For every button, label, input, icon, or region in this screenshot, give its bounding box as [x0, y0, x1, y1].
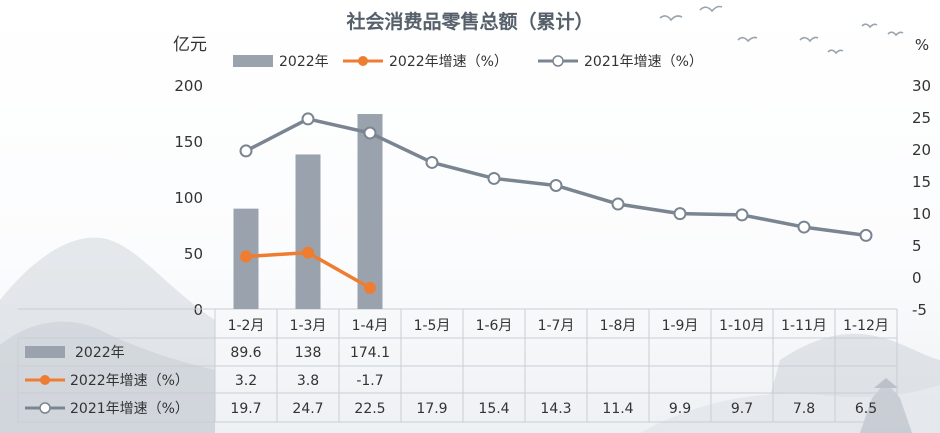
right-axis-tick-label: 20 — [912, 141, 931, 159]
table-row-header: 2022年 — [75, 345, 125, 361]
growth-2021-point — [239, 144, 253, 158]
left-axis-tick-label: 50 — [184, 245, 203, 263]
bar-2022 — [295, 154, 321, 309]
table-cell-value: 15.4 — [478, 401, 509, 417]
right-axis-tick-label: 10 — [912, 205, 931, 223]
table-cell-value: 9.7 — [731, 401, 753, 417]
legend-label-growth-2021: 2021年增速（%） — [584, 54, 703, 70]
legend-label-bar-2022: 2022年 — [279, 54, 329, 70]
x-category-label: 1-5月 — [414, 318, 451, 334]
table-cell-value: 17.9 — [416, 401, 447, 417]
x-category-label: 1-6月 — [476, 318, 513, 334]
table-key-marker-2021 — [39, 402, 51, 414]
legend-marker-growth-2022 — [358, 56, 368, 66]
growth-2022-point — [364, 281, 376, 294]
bird-decoration — [659, 5, 904, 55]
growth-2021-point — [549, 178, 563, 192]
x-category-label: 1-3月 — [290, 318, 327, 334]
table-cell-value: 22.5 — [354, 401, 385, 417]
right-axis-tick-label: 5 — [912, 237, 922, 255]
left-axis-tick-label: 0 — [193, 301, 203, 319]
table-cell-value: 6.5 — [855, 401, 877, 417]
table-cell-value: 9.9 — [669, 401, 691, 417]
x-category-label: 1-8月 — [600, 318, 637, 334]
table-cell-value: 24.7 — [292, 401, 323, 417]
table-cell-value: 3.8 — [297, 373, 319, 389]
table-cell-value: 3.2 — [235, 373, 257, 389]
growth-2022-point — [240, 250, 252, 263]
x-category-label: 1-11月 — [781, 318, 827, 334]
table-cell-value: 7.8 — [793, 401, 815, 417]
table-cell-value: 89.6 — [230, 345, 261, 361]
growth-2021-point — [797, 220, 811, 234]
table-cell-value: -1.7 — [356, 373, 383, 389]
table-key-marker-2022 — [40, 375, 50, 385]
legend-label-growth-2022: 2022年增速（%） — [389, 54, 508, 70]
growth-2021-point — [301, 112, 315, 126]
growth-2021-point — [673, 207, 687, 221]
legend-marker-growth-2021 — [552, 55, 564, 67]
right-axis-tick-label: -5 — [912, 301, 927, 319]
growth-2022-point — [302, 246, 314, 259]
left-axis-tick-label: 200 — [174, 77, 203, 95]
line-series-growth-2021 — [239, 112, 873, 242]
growth-2021-point — [487, 171, 501, 185]
right-axis-tick-label: 25 — [912, 109, 931, 127]
data-table: 1-2月 1-3月 1-4月 1-5月 1-6月 1-7月 1-8月 1-9月 1-10月 1-1… — [17, 308, 898, 423]
x-category-label: 1-7月 — [538, 318, 575, 334]
bar-2022 — [357, 114, 383, 310]
left-axis-unit: 亿元 — [173, 35, 207, 55]
growth-2021-point — [735, 208, 749, 222]
legend: 2022年 2022年增速（%） 2021年增速（%） — [233, 54, 703, 70]
legend-swatch-bar-2022 — [233, 55, 273, 67]
growth-2021-point — [859, 228, 873, 242]
growth-2021-line — [245, 117, 867, 238]
left-axis-ticks: 0 50 100 150 200 — [174, 77, 203, 319]
left-axis-tick-label: 150 — [174, 133, 203, 151]
x-category-label: 1-9月 — [662, 318, 699, 334]
bar-series-2022 — [233, 114, 383, 310]
growth-2021-point — [363, 126, 377, 140]
table-key-bar-2022 — [25, 346, 65, 358]
left-axis-tick-label: 100 — [174, 189, 203, 207]
table-cell-value: 14.3 — [540, 401, 571, 417]
table-cell-value: 138 — [295, 345, 322, 361]
line-series-growth-2022 — [240, 246, 376, 294]
chart-title: 社会消费品零售总额（累计） — [345, 10, 593, 33]
growth-2021-point — [611, 197, 625, 211]
growth-2021-point — [425, 155, 439, 169]
right-axis-tick-label: 30 — [912, 77, 931, 95]
right-axis-tick-label: 0 — [912, 269, 922, 287]
right-axis-tick-label: 15 — [912, 173, 931, 191]
table-cell-value: 11.4 — [602, 401, 633, 417]
table-row-header: 2022年增速（%） — [70, 373, 189, 389]
table-cell-value: 174.1 — [350, 345, 390, 361]
x-category-label: 1-2月 — [228, 318, 265, 334]
x-category-label: 1-4月 — [352, 318, 389, 334]
right-axis-unit: % — [915, 36, 929, 54]
table-row-header: 2021年增速（%） — [70, 401, 189, 417]
right-axis-ticks: -5 0 5 10 15 20 25 30 — [912, 77, 931, 319]
table-cell-value: 19.7 — [230, 401, 261, 417]
x-category-label: 1-12月 — [843, 318, 889, 334]
x-category-label: 1-10月 — [719, 318, 765, 334]
